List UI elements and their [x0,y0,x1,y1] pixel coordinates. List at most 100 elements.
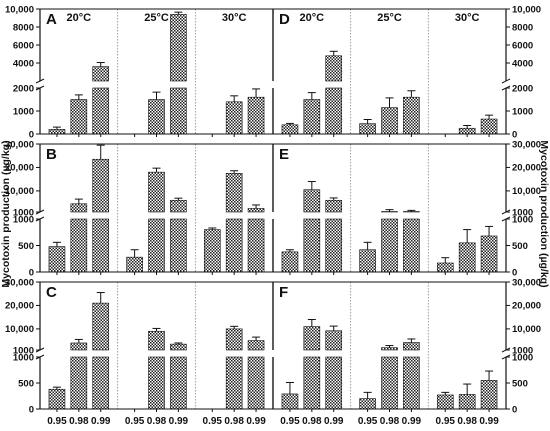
y-tick-label: 30,000 [5,277,34,288]
x-tick-label: 0.95 [358,416,378,427]
y-tick-label: 20,000 [5,163,34,174]
bar [281,251,299,273]
bar [225,101,243,135]
bar [48,246,66,273]
bar-lower-segment [247,356,265,410]
bar [126,256,143,273]
bar-upper-segment [92,302,110,351]
bar [480,235,498,273]
bar [381,107,398,135]
bar-upper-segment [403,342,420,351]
left-y-axis-label: Mycotoxin production (µg/kg) [0,140,12,287]
y-tick-label: 6000 [512,40,533,51]
y-tick-label: 6000 [13,40,34,51]
bar-lower-segment [170,218,187,273]
y-tick-label: 0 [29,404,34,415]
bar-upper-segment [170,14,187,82]
bar-lower-segment [303,356,321,410]
bar [403,96,420,135]
bar-upper-segment [325,55,343,82]
bar [436,394,454,410]
bar-upper-segment [225,173,243,213]
y-tick-label: 500 [512,241,528,252]
bar-lower-segment [148,218,165,273]
y-tick-label: 10,000 [5,4,34,15]
x-tick-label: 0.99 [479,416,499,427]
bar-lower-segment [381,356,398,410]
bar-lower-segment [325,218,343,273]
bar [70,99,88,135]
temperature-label: 20°C [67,12,92,24]
bar-lower-segment [92,218,110,273]
temperature-label: 30°C [455,12,480,24]
bar-upper-segment [225,328,243,351]
y-tick-label: 1000 [13,352,34,363]
bar [247,96,265,135]
bar-lower-segment [170,87,187,135]
y-tick-label: 2000 [13,83,34,94]
x-tick-label: 0.95 [436,416,456,427]
bar [281,124,299,135]
bar-lower-segment [70,356,88,410]
axis-break-mark [501,78,511,84]
y-tick-label: 10,000 [5,186,34,197]
bar-upper-segment [170,199,187,213]
bar [359,398,376,410]
y-tick-label: 0 [29,267,34,278]
y-tick-label: 500 [18,378,34,389]
y-tick-label: 1000 [512,207,533,218]
x-tick-label: 0.98 [224,416,244,427]
y-tick-label: 30,000 [512,139,541,150]
bar-lower-segment [92,87,110,135]
panel-a: 0 1000 2000 4000 6000 8000 10,000 A 20°C 25°C 30°C [5,4,274,140]
y-tick-label: 1000 [13,207,34,218]
x-tick-label: 0.99 [246,416,266,427]
x-tick-label: 0.98 [147,416,167,427]
x-tick-label: 0.95 [203,416,223,427]
bar-lower-segment [225,218,243,273]
panel-label: A [46,11,57,28]
bar-lower-segment [303,218,321,273]
bar-upper-segment [247,340,265,351]
y-tick-label: 8000 [13,22,34,33]
bar [458,394,476,410]
x-tick-label: 0.95 [125,416,145,427]
bar-lower-segment [170,356,187,410]
y-tick-label: 10,000 [512,186,541,197]
bar-lower-segment [225,356,243,410]
bar-lower-segment [403,218,420,273]
left-y-axis-label-text: Mycotoxin production (µg/kg) [0,140,12,287]
x-tick-label: 0.99 [169,416,189,427]
right-y-axis-label-text: Mycotoxin production (µg/kg) [538,140,550,287]
y-tick-label: 1000 [512,106,533,117]
bar-lower-segment [92,356,110,410]
bar-upper-segment [70,203,88,213]
bar [480,118,498,135]
bar-lower-segment [148,356,165,410]
x-tick-label: 0.95 [280,416,300,427]
y-tick-label: 500 [512,378,528,389]
bar-lower-segment [325,356,343,410]
x-tick-label: 0.95 [47,416,67,427]
chart-panels: 0 1000 2000 4000 6000 8000 10,000 A 20°C 25°C 30°C… [5,4,541,427]
temperature-label: 30°C [222,12,247,24]
bar-upper-segment [170,343,187,351]
y-tick-label: 10,000 [5,324,34,335]
bar [48,129,66,135]
y-tick-label: 2000 [512,83,533,94]
y-tick-label: 1000 [13,345,34,356]
y-tick-label: 1000 [512,345,533,356]
bar-upper-segment [148,171,165,213]
y-tick-label: 0 [29,129,34,140]
panel-label: F [279,284,288,301]
bar-lower-segment [403,356,420,410]
right-y-axis-label: Mycotoxin production (µg/kg) [538,140,550,287]
y-tick-label: 10,000 [512,4,541,15]
x-tick-label: 0.99 [91,416,111,427]
bar [359,123,376,135]
bar-upper-segment [148,330,165,351]
y-tick-label: 30,000 [512,277,541,288]
x-tick-label: 0.98 [380,416,400,427]
